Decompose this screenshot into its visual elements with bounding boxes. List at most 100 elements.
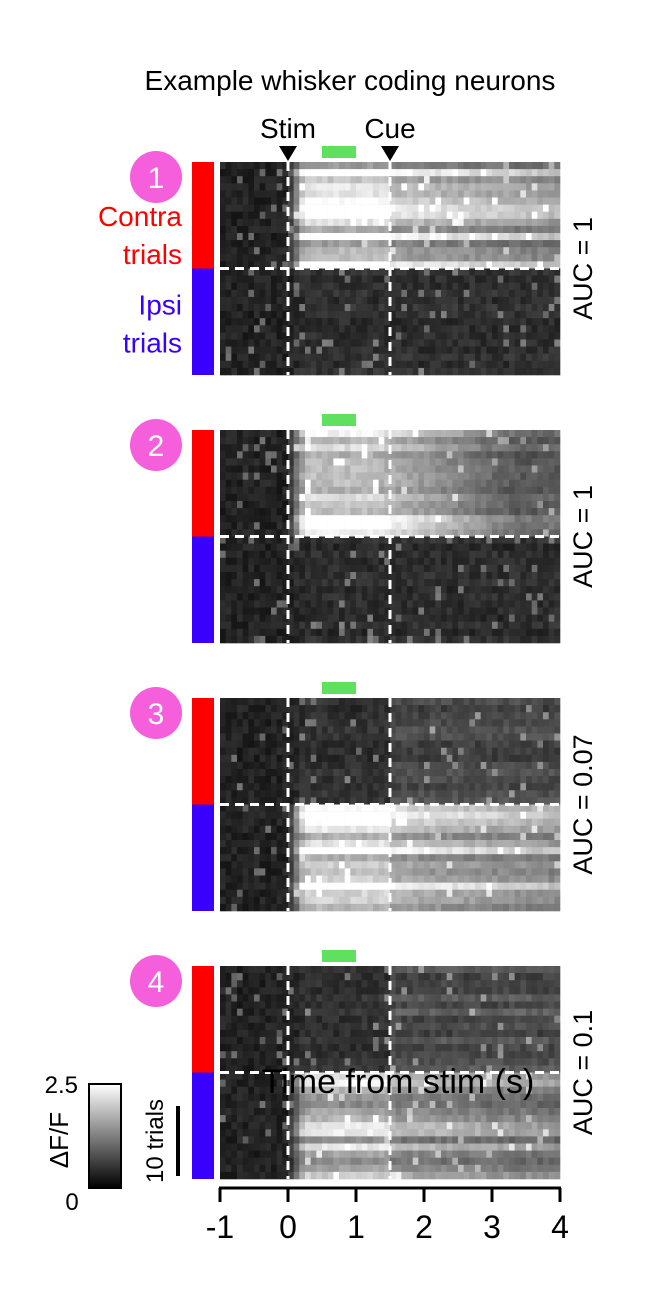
heatmap-cell	[378, 162, 385, 170]
heatmap-cell	[537, 586, 544, 594]
heatmap-cell	[293, 247, 300, 255]
heatmap-cell	[339, 621, 345, 630]
heatmap-cell	[282, 472, 289, 480]
heatmap-cell	[463, 635, 470, 644]
heatmap-cell	[242, 197, 249, 205]
heatmap-cell	[548, 162, 555, 170]
heatmap-cell	[305, 847, 311, 855]
heatmap-cell	[344, 543, 351, 551]
heatmap-cell	[509, 776, 515, 784]
heatmap-cell	[412, 360, 419, 369]
heatmap-cell	[333, 529, 340, 537]
heatmap-cell	[350, 282, 357, 291]
heatmap-cell	[520, 515, 527, 523]
heatmap-cell	[282, 621, 289, 630]
heatmap-cell	[271, 282, 277, 291]
heatmap-cell	[231, 593, 238, 601]
heatmap-cell	[259, 564, 266, 573]
heatmap-cell	[492, 515, 498, 523]
heatmap-cell	[265, 515, 272, 523]
heatmap-cell	[463, 233, 470, 241]
heatmap-cell	[293, 282, 300, 291]
heatmap-cell	[446, 761, 453, 770]
heatmap-cell	[531, 318, 538, 326]
heatmap-cell	[237, 740, 243, 748]
heatmap-cell	[231, 360, 238, 369]
heatmap-cell	[293, 818, 300, 827]
heatmap-cell	[452, 261, 459, 269]
heatmap-cell	[452, 536, 459, 544]
heatmap-cell	[418, 719, 425, 727]
heatmap-cell	[395, 719, 402, 727]
heatmap-cell	[310, 572, 317, 580]
heatmap-cell	[344, 162, 351, 170]
heatmap-cell	[463, 247, 470, 255]
heatmap-cell	[531, 197, 538, 205]
heatmap-cell	[271, 318, 277, 326]
heatmap-cell	[242, 268, 249, 276]
heatmap-cell	[441, 621, 447, 630]
heatmap-cell	[537, 240, 544, 248]
heatmap-cell	[384, 339, 391, 347]
heatmap-cell	[492, 225, 498, 234]
heatmap-cell	[509, 304, 515, 312]
heatmap-cell	[248, 190, 255, 198]
heatmap-cell	[503, 353, 510, 362]
heatmap-cell	[254, 430, 260, 438]
heatmap-cell	[373, 304, 379, 312]
heatmap-cell	[424, 543, 430, 551]
heatmap-cell	[407, 451, 413, 459]
heatmap-cell	[543, 233, 549, 241]
heatmap-cell	[322, 797, 328, 805]
heatmap-cell	[361, 233, 368, 241]
heatmap-cell	[526, 847, 532, 855]
heatmap-cell	[254, 332, 260, 340]
heatmap-cell	[492, 254, 498, 262]
heatmap-cell	[259, 579, 266, 587]
heatmap-cell	[503, 430, 510, 438]
heatmap-cell	[475, 204, 481, 212]
heatmap-cell	[463, 183, 470, 191]
heatmap-cell	[497, 761, 504, 770]
heatmap-cell	[475, 311, 481, 319]
heatmap-cell	[350, 854, 357, 862]
heatmap-cell	[429, 557, 436, 566]
heatmap-cell	[310, 162, 317, 170]
heatmap-cell	[441, 564, 447, 573]
heatmap-cell	[237, 183, 243, 191]
heatmap-cell	[452, 218, 459, 227]
heatmap-cell	[322, 268, 328, 276]
heatmap-cell	[407, 776, 413, 784]
heatmap-cell	[225, 493, 232, 502]
heatmap-cell	[537, 726, 544, 734]
heatmap-cell	[265, 501, 272, 509]
heatmap-cell	[492, 754, 498, 763]
heatmap-cell	[463, 747, 470, 756]
heatmap-cell	[509, 190, 515, 198]
heatmap-cell	[237, 726, 243, 734]
heatmap-cell	[339, 261, 345, 269]
heatmap-cell	[248, 783, 255, 791]
heatmap-cell	[395, 190, 402, 198]
heatmap-cell	[514, 529, 521, 537]
heatmap-cell	[475, 304, 481, 312]
heatmap-cell	[288, 311, 294, 319]
heatmap-cell	[310, 719, 317, 727]
heatmap-cell	[407, 169, 413, 177]
heatmap-cell	[265, 825, 272, 834]
heatmap-cell	[271, 304, 277, 312]
heatmap-cell	[429, 550, 436, 559]
heatmap-cell	[531, 614, 538, 622]
heatmap-cell	[480, 458, 487, 466]
heatmap-cell	[509, 332, 515, 340]
heatmap-cell	[463, 698, 470, 706]
heatmap-cell	[225, 712, 232, 720]
heatmap-cell	[237, 572, 243, 580]
heatmap-cell	[475, 579, 481, 587]
heatmap-cell	[554, 790, 561, 798]
heatmap-cell	[514, 508, 521, 516]
heatmap-cell	[537, 698, 544, 706]
heatmap-cell	[435, 832, 442, 841]
heatmap-cell	[254, 804, 260, 812]
heatmap-cell	[288, 339, 294, 347]
